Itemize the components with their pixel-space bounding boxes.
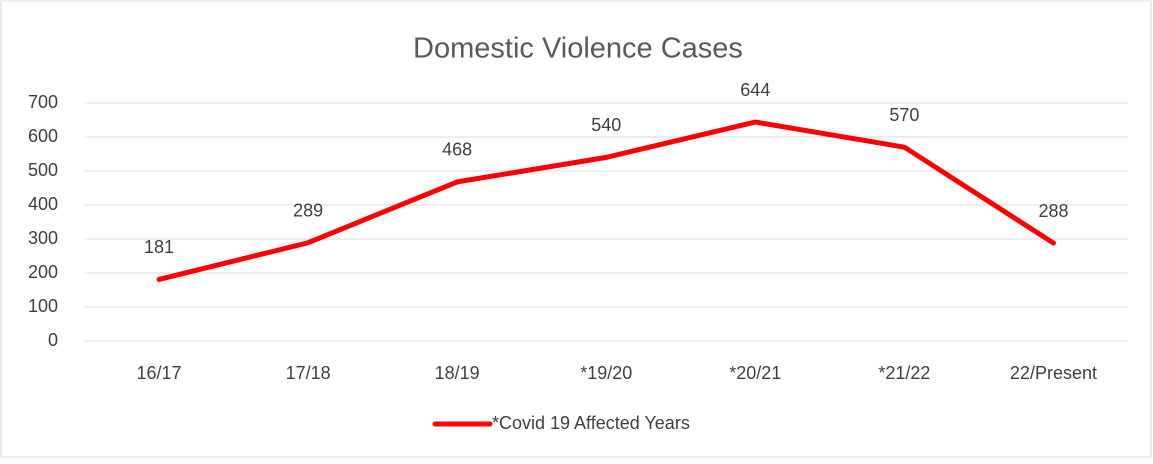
- y-tick-label: 500: [28, 160, 58, 180]
- data-label: 540: [591, 115, 621, 135]
- y-tick-label: 100: [28, 296, 58, 316]
- y-tick-label: 0: [48, 330, 58, 350]
- data-label: 289: [293, 200, 323, 220]
- x-tick-label: 22/Present: [1010, 363, 1097, 383]
- y-tick-label: 600: [28, 126, 58, 146]
- x-tick-label: *20/21: [729, 363, 781, 383]
- x-tick-label: 16/17: [137, 363, 182, 383]
- legend-label: *Covid 19 Affected Years: [492, 413, 690, 433]
- x-tick-label: 18/19: [435, 363, 480, 383]
- data-label: 644: [740, 80, 770, 100]
- data-label: 288: [1038, 201, 1068, 221]
- x-tick-label: 17/18: [286, 363, 331, 383]
- data-label: 570: [889, 105, 919, 125]
- data-label: 468: [442, 140, 472, 160]
- series-line: [156, 119, 1056, 282]
- x-tick-label: *21/22: [878, 363, 930, 383]
- data-label: 181: [144, 237, 174, 257]
- y-tick-label: 400: [28, 194, 58, 214]
- y-tick-label: 700: [28, 92, 58, 112]
- y-tick-label: 300: [28, 228, 58, 248]
- chart-title: Domestic Violence Cases: [413, 33, 743, 65]
- x-tick-label: *19/20: [580, 363, 632, 383]
- y-tick-label: 200: [28, 262, 58, 282]
